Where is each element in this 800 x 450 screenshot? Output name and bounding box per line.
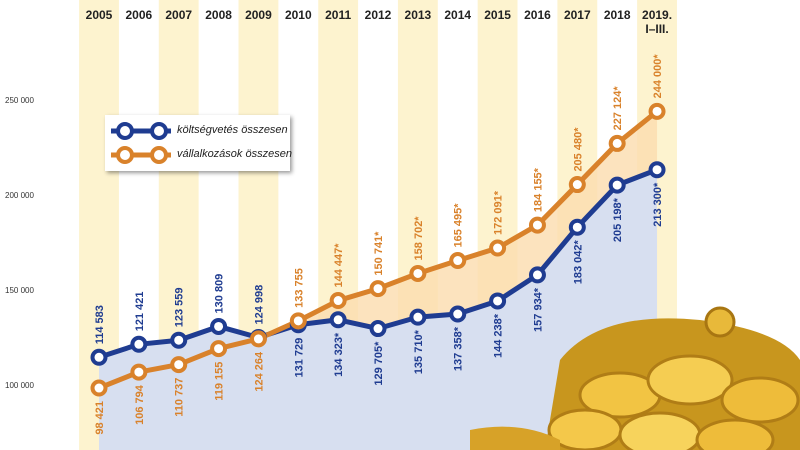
value-label: 129 705* [373, 341, 385, 386]
value-label: 124 264 [253, 351, 265, 392]
x-tick-label: 2019. I–III. [642, 8, 673, 36]
value-label: 165 495* [453, 203, 465, 248]
data-point [289, 312, 307, 330]
data-point [608, 134, 626, 152]
x-tick-label: 2006 [125, 8, 153, 22]
value-label: 106 794 [134, 384, 146, 425]
data-point [90, 379, 108, 397]
data-point [568, 176, 586, 194]
data-point [369, 280, 387, 298]
value-label: 110 737 [174, 378, 186, 417]
data-point [130, 363, 148, 381]
value-label: 172 091* [493, 190, 505, 235]
data-point [489, 239, 507, 257]
value-label: 184 155* [532, 167, 544, 212]
data-point [130, 335, 148, 353]
value-label: 124 998 [253, 285, 265, 325]
x-tick-label: 2014 [444, 8, 472, 22]
y-tick-label: 250 000 [5, 96, 34, 105]
data-point [449, 305, 467, 323]
value-label: 135 710* [413, 329, 425, 374]
x-tick-label: 2011 [325, 8, 352, 22]
value-label: 130 809 [214, 274, 226, 314]
legend: költségvetés összesen vállalkozások össz… [105, 115, 292, 171]
legend-label: költségvetés összesen [177, 124, 288, 136]
value-label: 227 124* [612, 86, 624, 131]
legend-swatch [111, 122, 171, 140]
x-tick-label: 2017 [563, 8, 591, 22]
data-point [90, 348, 108, 366]
legend-swatch [111, 146, 171, 164]
y-tick-label: 100 000 [5, 381, 34, 390]
data-point [489, 292, 507, 310]
x-tick-label: 2008 [205, 8, 232, 22]
x-tick-label: 2018 [603, 8, 631, 22]
data-point [329, 292, 347, 310]
legend-label: vállalkozások összesen [177, 148, 292, 160]
value-label: 98 421 [94, 401, 106, 435]
legend-entry: költségvetés összesen [105, 119, 290, 143]
x-tick-label: 2010 [284, 8, 312, 22]
value-label: 157 934* [532, 287, 544, 332]
data-point [409, 264, 427, 282]
x-tick-label: 2015 [484, 8, 511, 22]
y-tick-label: 150 000 [5, 286, 34, 295]
data-point [648, 102, 666, 120]
data-point [648, 161, 666, 179]
data-point [170, 331, 188, 349]
value-label: 134 323* [333, 332, 345, 377]
data-point [528, 216, 546, 234]
data-point [568, 218, 586, 236]
data-point [170, 356, 188, 374]
value-label: 205 480* [572, 127, 584, 172]
value-label: 183 042* [572, 239, 584, 284]
x-tick-label: 2005 [85, 8, 113, 22]
x-tick-label: 2007 [165, 8, 193, 22]
data-point [329, 311, 347, 329]
value-label: 119 155 [214, 362, 226, 401]
value-label: 114 583 [94, 305, 106, 344]
value-label: 131 729 [293, 338, 305, 378]
x-tick-label: 2009 [245, 8, 272, 22]
value-label: 121 421 [134, 292, 146, 332]
value-label: 150 741* [373, 231, 385, 276]
data-point [528, 266, 546, 284]
data-point [249, 330, 267, 348]
data-point [608, 176, 626, 194]
data-point [210, 340, 228, 358]
legend-entry: vállalkozások összesen [105, 143, 292, 167]
value-label: 144 238* [493, 313, 505, 358]
coin-purse-illustration [470, 306, 800, 450]
data-point [210, 317, 228, 335]
data-point [449, 252, 467, 270]
value-label: 244 000* [652, 54, 664, 99]
x-tick-label: 2013 [404, 8, 432, 22]
data-point [409, 308, 427, 326]
value-label: 123 559 [174, 287, 186, 327]
value-label: 205 198* [612, 197, 624, 242]
value-label: 133 755 [293, 268, 305, 308]
x-tick-label: 2012 [364, 8, 392, 22]
area-under [99, 169, 658, 450]
y-tick-label: 200 000 [5, 191, 34, 200]
x-tick-label: 2016 [524, 8, 551, 22]
data-point [369, 320, 387, 338]
value-label: 213 300* [652, 182, 664, 227]
value-label: 158 702* [413, 216, 425, 261]
value-label: 137 358* [453, 326, 465, 371]
value-label: 144 447* [333, 243, 345, 288]
